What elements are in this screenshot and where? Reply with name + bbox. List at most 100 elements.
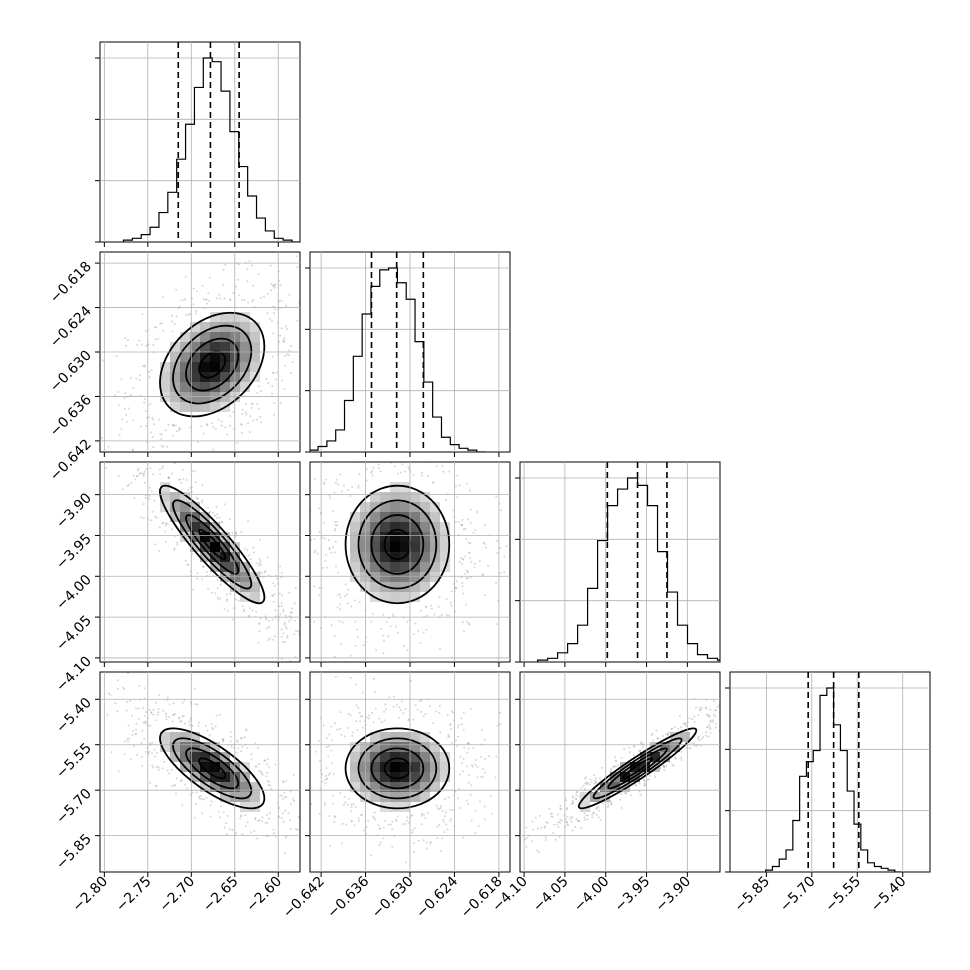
- scatter-point: [665, 733, 668, 736]
- scatter-point: [149, 431, 152, 434]
- scatter-point: [355, 704, 358, 707]
- scatter-point: [204, 298, 207, 301]
- scatter-point: [306, 784, 308, 786]
- scatter-point: [303, 620, 305, 622]
- scatter-point: [680, 756, 683, 759]
- scatter-point: [495, 755, 498, 758]
- density-cell: [380, 522, 390, 532]
- scatter-point: [613, 765, 616, 768]
- scatter-point: [290, 371, 293, 374]
- scatter-point: [249, 414, 252, 417]
- scatter-point: [153, 499, 156, 502]
- scatter-point: [442, 820, 445, 823]
- scatter-point: [624, 792, 627, 795]
- density-cell: [160, 742, 170, 752]
- scatter-point: [406, 620, 409, 623]
- scatter-point: [566, 823, 569, 826]
- scatter-point: [323, 521, 326, 524]
- scatter-point: [456, 735, 459, 738]
- scatter-point: [460, 723, 463, 726]
- density-cell: [420, 792, 430, 802]
- scatter-point: [258, 819, 261, 822]
- density-cell: [410, 532, 420, 542]
- scatter-point: [727, 702, 729, 704]
- scatter-point: [350, 806, 353, 809]
- scatter-point: [239, 817, 242, 820]
- scatter-point: [149, 724, 152, 727]
- scatter-point: [586, 782, 589, 785]
- scatter-point: [313, 477, 316, 480]
- scatter-point: [134, 728, 137, 731]
- scatter-point: [201, 501, 204, 504]
- scatter-point: [610, 800, 613, 803]
- scatter-point: [332, 510, 335, 513]
- scatter-point: [476, 510, 479, 513]
- scatter-point: [262, 295, 265, 298]
- scatter-point: [247, 554, 250, 557]
- density-cell: [370, 542, 380, 552]
- scatter-point: [464, 555, 467, 558]
- scatter-point: [709, 727, 712, 730]
- scatter-point: [240, 737, 243, 740]
- density-cell: [350, 752, 360, 762]
- density-cell: [170, 512, 180, 522]
- scatter-point: [389, 625, 392, 628]
- scatter-point: [586, 818, 589, 821]
- scatter-point: [379, 827, 382, 830]
- contour-line: [370, 747, 425, 790]
- scatter-point: [559, 818, 562, 821]
- scatter-point: [145, 711, 148, 714]
- scatter-point: [285, 796, 288, 799]
- scatter-point: [513, 563, 515, 565]
- scatter-point: [171, 320, 174, 323]
- scatter-point: [270, 289, 273, 292]
- density-cell: [200, 742, 210, 752]
- scatter-point: [461, 558, 464, 561]
- scatter-point: [598, 809, 601, 812]
- density-cell: [170, 752, 180, 762]
- scatter-point: [343, 735, 346, 738]
- panel-frame: [99, 41, 301, 243]
- scatter-point: [596, 806, 599, 809]
- scatter-point: [615, 765, 618, 768]
- scatter-point: [278, 807, 281, 810]
- scatter-point: [285, 325, 288, 328]
- scatter-point: [144, 720, 147, 723]
- scatter-point: [255, 610, 258, 613]
- panel-border: [99, 671, 301, 873]
- scatter-point: [234, 832, 237, 835]
- scatter-point: [229, 298, 232, 301]
- scatter-point: [187, 313, 190, 316]
- scatter-point: [245, 728, 248, 731]
- scatter-point: [181, 468, 184, 471]
- density-cell: [420, 762, 430, 772]
- y-tick-label: −3.90: [53, 490, 95, 532]
- scatter-point: [285, 304, 288, 307]
- scatter-point: [467, 571, 470, 574]
- scatter-point: [639, 749, 642, 752]
- scatter-point: [245, 729, 248, 732]
- scatter-point: [487, 755, 490, 758]
- scatter-point: [643, 783, 646, 786]
- scatter-point: [383, 719, 386, 722]
- scatter-point: [435, 465, 438, 468]
- contour-line: [172, 737, 253, 800]
- scatter-point: [171, 460, 173, 462]
- scatter-point: [237, 599, 240, 602]
- scatter-point: [361, 726, 364, 729]
- scatter-point: [355, 683, 358, 686]
- scatter-point: [315, 455, 317, 457]
- scatter-point: [339, 711, 342, 714]
- scatter-point: [318, 760, 321, 763]
- scatter-point: [148, 370, 151, 373]
- scatter-point: [144, 364, 147, 367]
- scatter-point: [221, 738, 224, 741]
- scatter-point: [650, 734, 653, 737]
- scatter-point: [538, 814, 541, 817]
- scatter-point: [723, 705, 725, 707]
- scatter-point: [584, 777, 587, 780]
- scatter-point: [722, 736, 724, 738]
- scatter-point: [482, 775, 485, 778]
- scatter-point: [404, 822, 407, 825]
- y-tick-label: −0.624: [47, 303, 95, 351]
